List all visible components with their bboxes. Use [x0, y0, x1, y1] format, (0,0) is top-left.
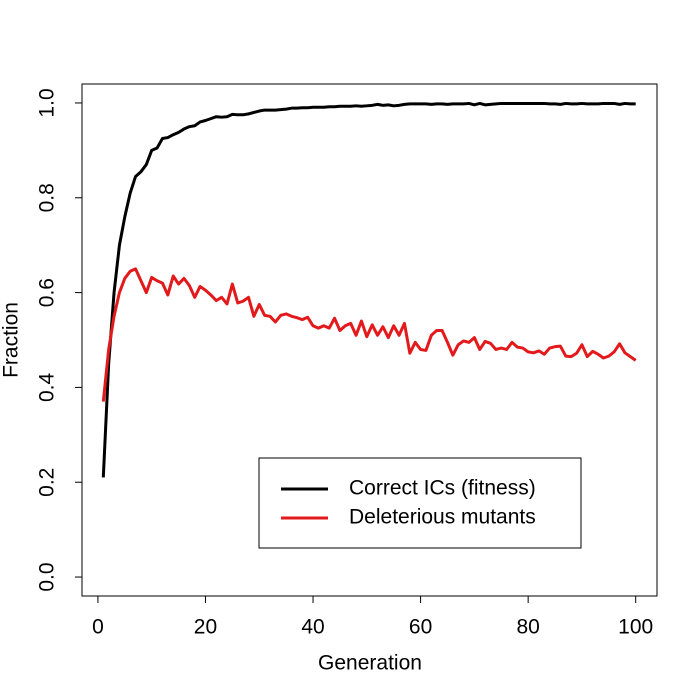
y-axis-label: Fraction: [0, 302, 23, 378]
y-tick-label: 0.8: [36, 183, 59, 212]
x-axis-label: Generation: [318, 652, 422, 675]
y-tick-label: 0.6: [36, 278, 59, 307]
legend-label: Deleterious mutants: [349, 506, 536, 529]
x-tick-label: 80: [516, 616, 539, 639]
legend-box: [258, 457, 582, 549]
series-line: [101, 267, 637, 402]
y-tick-label: 1.0: [36, 88, 59, 117]
x-tick-label: 20: [194, 616, 217, 639]
y-tick-label: 0.0: [36, 562, 59, 591]
legend-label: Correct ICs (fitness): [349, 477, 536, 500]
x-tick-label: 0: [92, 616, 104, 639]
series-line: [101, 101, 636, 478]
x-tick-label: 100: [618, 616, 653, 639]
y-tick-label: 0.2: [36, 468, 59, 497]
x-tick-label: 40: [301, 616, 324, 639]
y-tick-label: 0.4: [36, 372, 59, 402]
x-tick-label: 60: [409, 616, 432, 639]
